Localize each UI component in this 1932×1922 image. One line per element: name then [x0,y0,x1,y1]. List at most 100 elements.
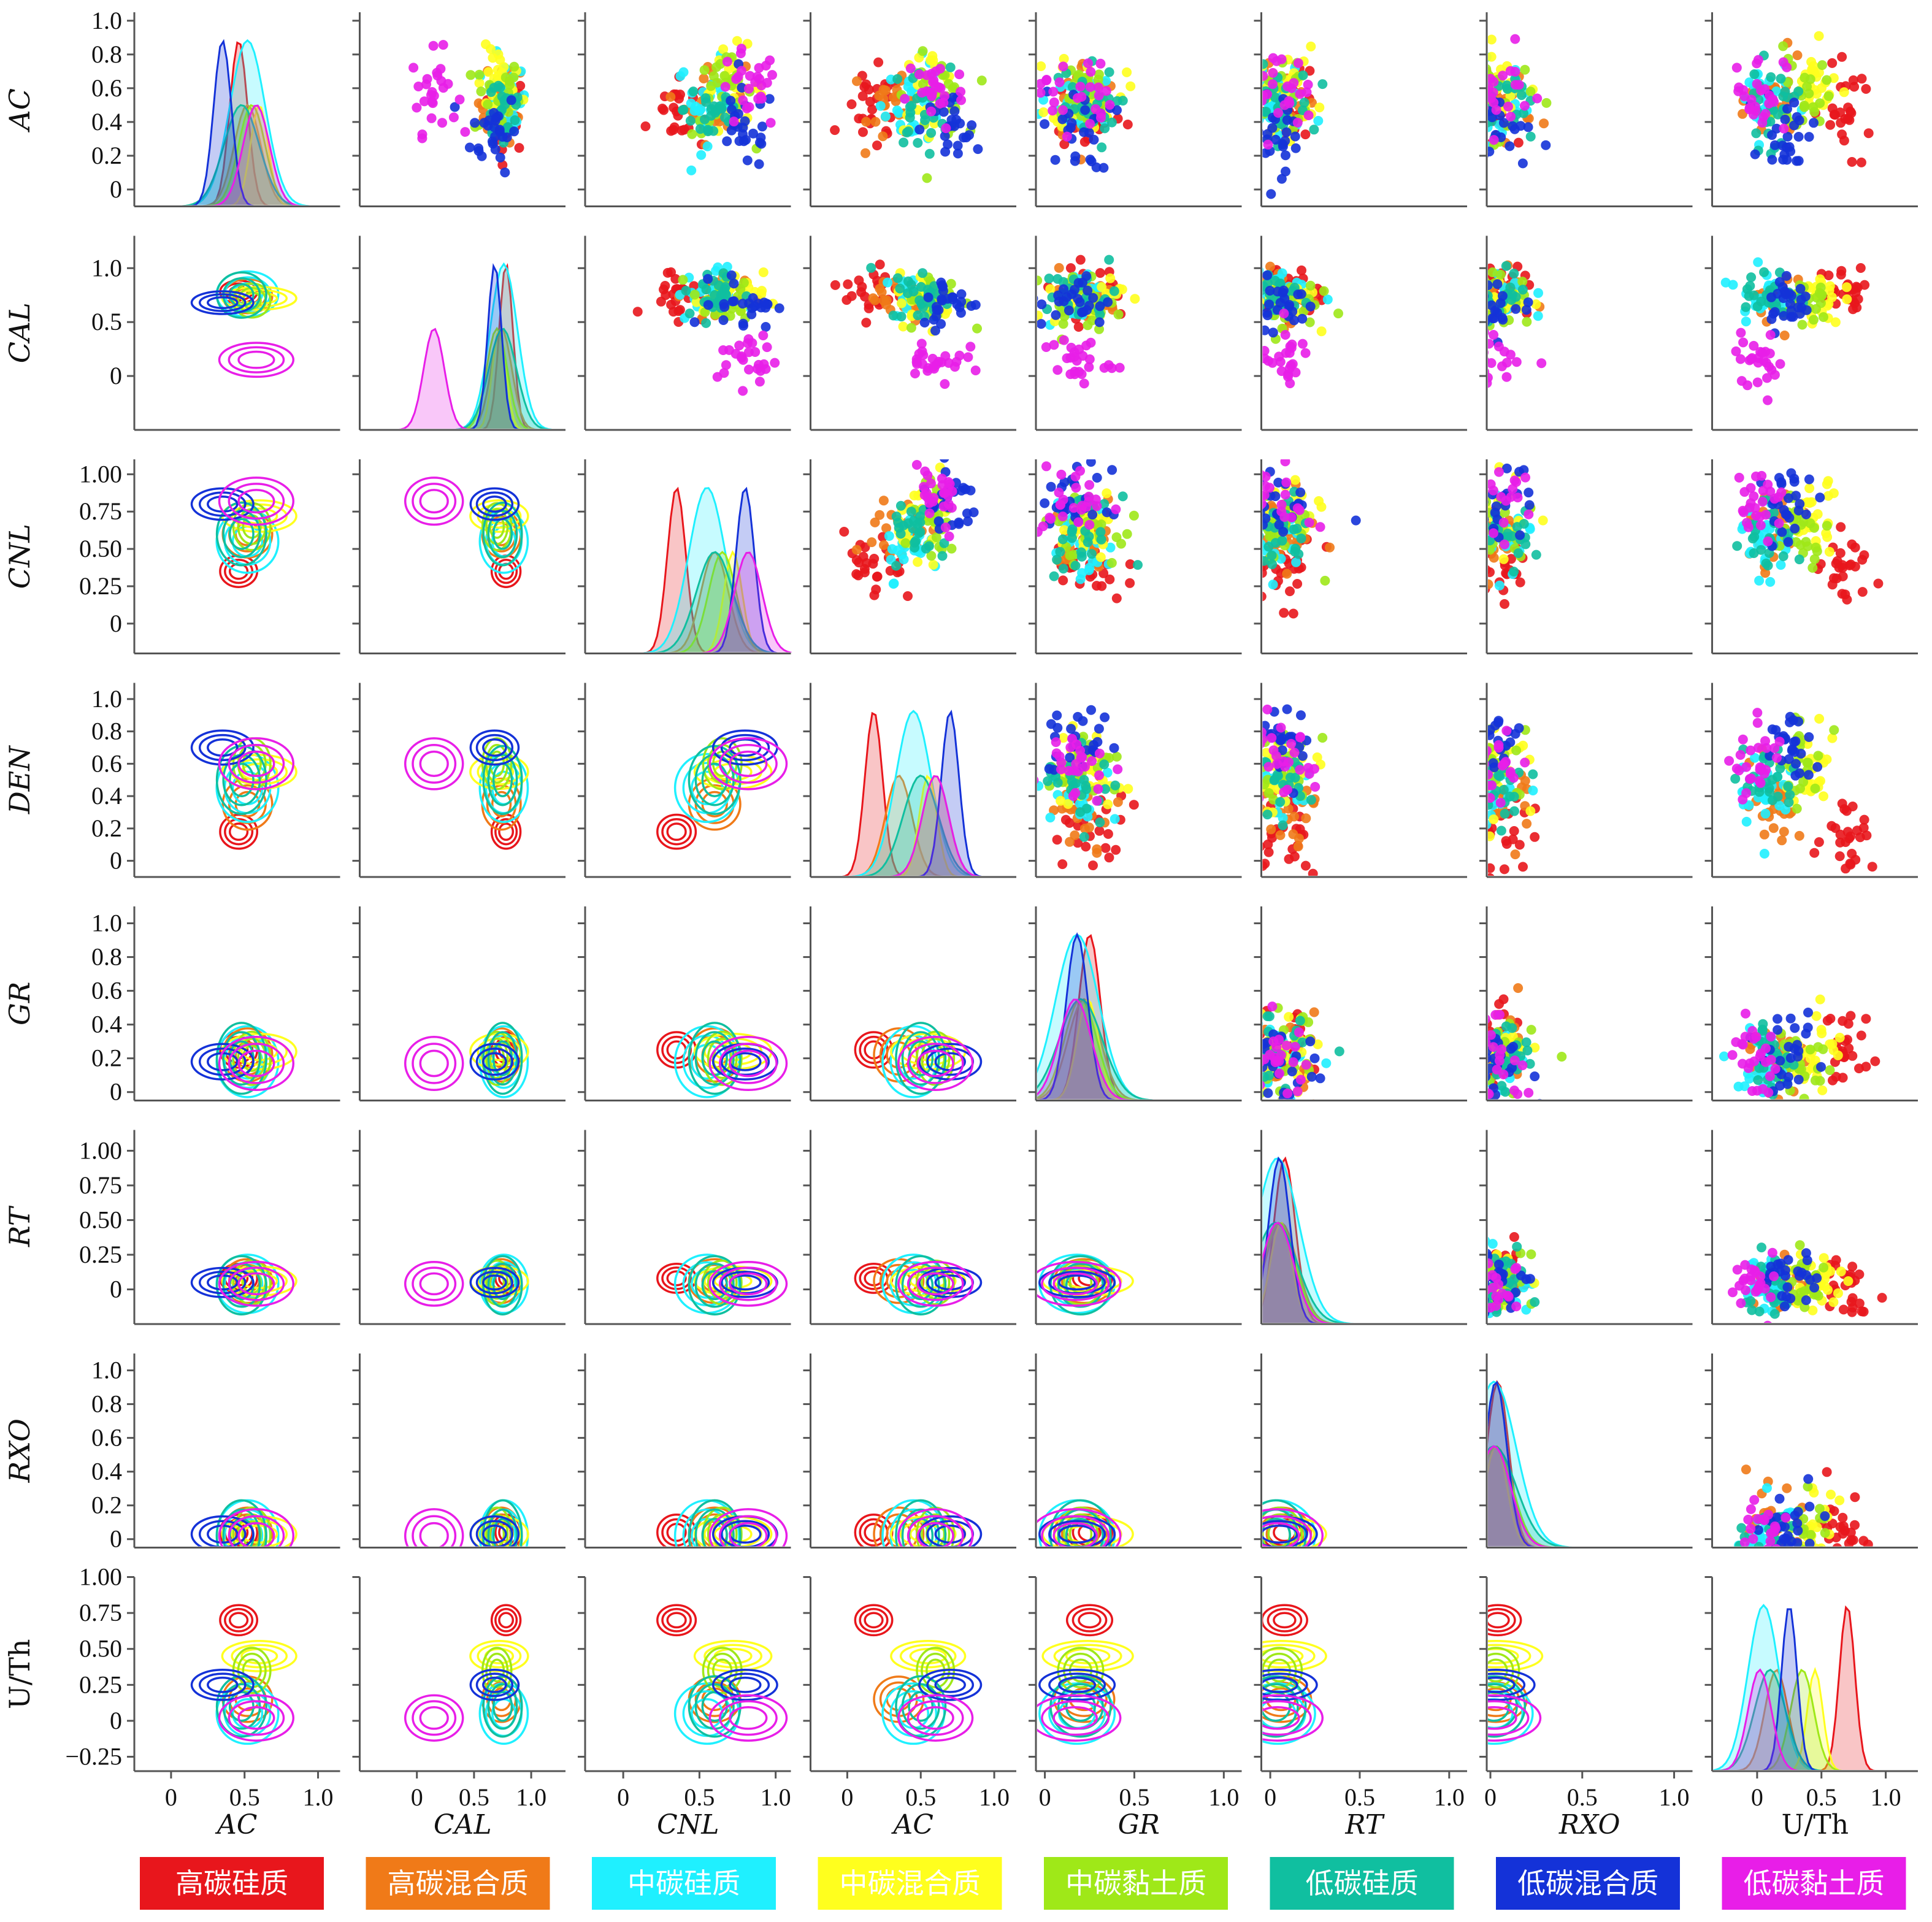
scatter-point [1488,329,1489,335]
scatter-point [1528,769,1538,779]
scatter-point [1051,310,1061,320]
scatter-point [1488,52,1497,62]
scatter-point [1474,130,1484,140]
scatter-point [1778,293,1788,304]
scatter-point [1468,72,1478,82]
scatter-point [1476,75,1485,85]
scatter-point [494,126,505,137]
scatter-point [1760,808,1771,819]
scatter-point [1085,155,1095,165]
scatter-point [931,532,941,543]
scatter-point [1262,810,1273,820]
scatter-point [1822,75,1832,85]
scatter-point [1463,775,1473,785]
scatter-point [1509,792,1519,802]
scatter-point [1517,285,1528,295]
scatter-point [1276,722,1286,733]
scatter-point [1086,67,1096,77]
scatter-point [1117,96,1128,106]
scatter-point [1528,786,1538,795]
scatter-point [1776,479,1787,489]
scatter-point [1829,725,1839,735]
scatter-point [1073,322,1084,332]
scatter-point [1095,552,1106,562]
y-tick-label: 0.8 [91,40,122,68]
scatter-point [876,287,887,297]
scatter-point [1732,541,1742,551]
y-tick-label: 0 [110,175,122,203]
scatter-point [1262,278,1273,288]
scatter-point [1509,269,1519,278]
scatter-point [1463,296,1473,305]
scatter-point [1086,705,1096,715]
scatter-point [1351,515,1361,526]
scatter-point [1303,110,1314,120]
kde-contour [419,750,449,777]
scatter-point [757,286,767,296]
scatter-point [1827,821,1837,831]
scatter-point [1459,505,1469,515]
scatter-point [867,537,877,548]
scatter-point [1272,286,1282,297]
scatter-point [1037,61,1046,71]
scatter-point [1806,497,1817,507]
scatter-point [918,46,928,56]
scatter-point [1303,80,1313,90]
scatter-point [956,308,966,318]
panel-content [404,729,529,850]
scatter-point [1097,142,1107,153]
panel-content [408,39,529,178]
scatter-point [1267,79,1278,90]
scatter-point [689,105,700,116]
scatter-point [1447,744,1457,754]
scatter-point [1498,71,1508,81]
scatter-point [1267,550,1277,561]
scatter-point [1776,74,1786,84]
scatter-point [965,485,976,496]
scatter-point [1800,291,1811,302]
scatter-point [1460,765,1470,775]
scatter-point [1730,773,1741,784]
scatter-point [872,140,882,151]
scatter-point [1439,132,1449,142]
scatter-point [1262,519,1268,530]
scatter-point [1262,129,1264,136]
kde-curve [652,551,778,653]
scatter-point [1262,351,1263,355]
scatter-point [722,56,732,67]
scatter-point [1476,88,1486,98]
scatter-point [1312,752,1322,762]
scatter-point [1243,276,1253,286]
scatter-point [1103,297,1113,307]
scatter-point [861,148,870,158]
scatter-point [1517,158,1528,169]
scatter-point [1236,94,1246,104]
scatter-point [1468,65,1478,75]
scatter-point [1463,108,1473,118]
scatter-point [681,286,691,296]
kde-contour [688,745,742,815]
scatter-point [711,266,721,276]
scatter-point [1756,545,1766,555]
scatter-point [1280,459,1290,467]
scatter-point [719,302,730,312]
scatter-point [1466,289,1476,299]
scatter-point [1092,848,1102,858]
y-tick-label: 0 [110,610,122,637]
scatter-point [1100,123,1110,134]
scatter-point [1769,494,1780,504]
scatter-point [1070,472,1081,482]
scatter-point [1511,304,1521,314]
scatter-point [1060,814,1071,825]
scatter-point [1233,564,1243,574]
scatter-point [490,144,500,155]
scatter-point [1775,359,1785,369]
scatter-point [1279,308,1289,319]
scatter-point [1289,748,1300,758]
scatter-point [1476,780,1485,790]
panel-ac-vs-rt [1236,12,1467,207]
scatter-point [1783,537,1793,547]
scatter-point [1045,284,1056,294]
scatter-point [1449,778,1459,788]
scatter-point [1100,784,1110,794]
